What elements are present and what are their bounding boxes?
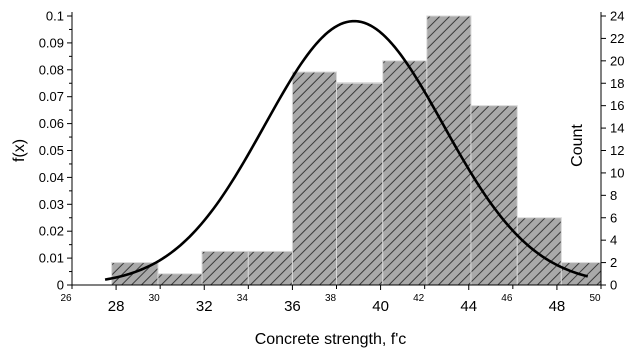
normal-curve-line [104, 19, 589, 281]
count-bar-5 [336, 82, 384, 285]
left-y-axis-title: f(x) [11, 139, 28, 162]
right-tick-label-0: 0 [610, 278, 617, 293]
x-minor-tick-label-0: 26 [60, 293, 72, 304]
x-major-tick-label-4: 44 [460, 298, 477, 315]
count-bar-8 [470, 105, 518, 285]
left-tick-label-0: 0 [57, 278, 64, 293]
x-axis-title: Concrete strength, f'c [255, 331, 407, 348]
left-tick-label-6: 0.06 [39, 116, 64, 131]
count-bar-4 [291, 71, 337, 285]
right-tick-label-8: 16 [610, 98, 624, 113]
x-minor-tick-label-1: 30 [149, 293, 161, 304]
x-minor-tick-label-6: 50 [589, 293, 601, 304]
x-major-tick-label-5: 48 [549, 298, 566, 315]
x-major-tick-label-1: 32 [196, 298, 213, 315]
count-bar-10 [560, 262, 601, 285]
right-tick-label-4: 8 [610, 188, 617, 203]
x-minor-tick-label-5: 46 [501, 293, 513, 304]
count-bar-2 [201, 250, 249, 285]
right-tick-label-7: 14 [610, 121, 624, 136]
left-tick-label-8: 0.08 [39, 62, 64, 77]
left-tick-label-1: 0.01 [39, 251, 64, 266]
x-minor-tick-label-3: 38 [325, 293, 337, 304]
count-bar-3 [247, 250, 293, 285]
left-y-ticks: 0 0.01 0.02 0.03 0.04 0.05 0.06 0.07 0.08 0.09 0.1 [39, 9, 72, 293]
left-tick-label-4: 0.04 [39, 170, 64, 185]
count-bars-layer [111, 15, 601, 285]
left-tick-label-9: 0.09 [39, 35, 64, 50]
right-tick-label-5: 10 [610, 165, 624, 180]
left-tick-label-10: 0.1 [46, 9, 64, 24]
left-tick-label-2: 0.02 [39, 224, 64, 239]
left-tick-label-7: 0.07 [39, 89, 64, 104]
x-ticks: 28 32 36 40 44 48 26 30 34 38 42 46 50 [60, 285, 602, 315]
x-minor-tick-label-2: 34 [237, 293, 249, 304]
left-tick-label-3: 0.03 [39, 197, 64, 212]
x-minor-tick-label-4: 42 [413, 293, 425, 304]
right-tick-label-3: 6 [610, 210, 617, 225]
x-major-tick-label-3: 40 [372, 298, 389, 315]
right-tick-label-11: 22 [610, 31, 624, 46]
right-tick-label-10: 20 [610, 53, 624, 68]
left-tick-label-5: 0.05 [39, 143, 64, 158]
count-bar-6 [382, 60, 428, 285]
count-bar-7 [426, 15, 472, 285]
right-tick-label-2: 4 [610, 233, 617, 248]
count-bar-1 [157, 273, 203, 285]
count-bar-9 [516, 217, 562, 285]
right-tick-label-9: 18 [610, 76, 624, 91]
right-tick-label-12: 24 [610, 9, 624, 24]
x-major-tick-label-0: 28 [108, 298, 125, 315]
right-y-axis-title: Count [569, 124, 586, 167]
right-tick-label-1: 2 [610, 255, 617, 270]
x-major-tick-label-2: 36 [284, 298, 301, 315]
right-tick-label-6: 12 [610, 143, 624, 158]
